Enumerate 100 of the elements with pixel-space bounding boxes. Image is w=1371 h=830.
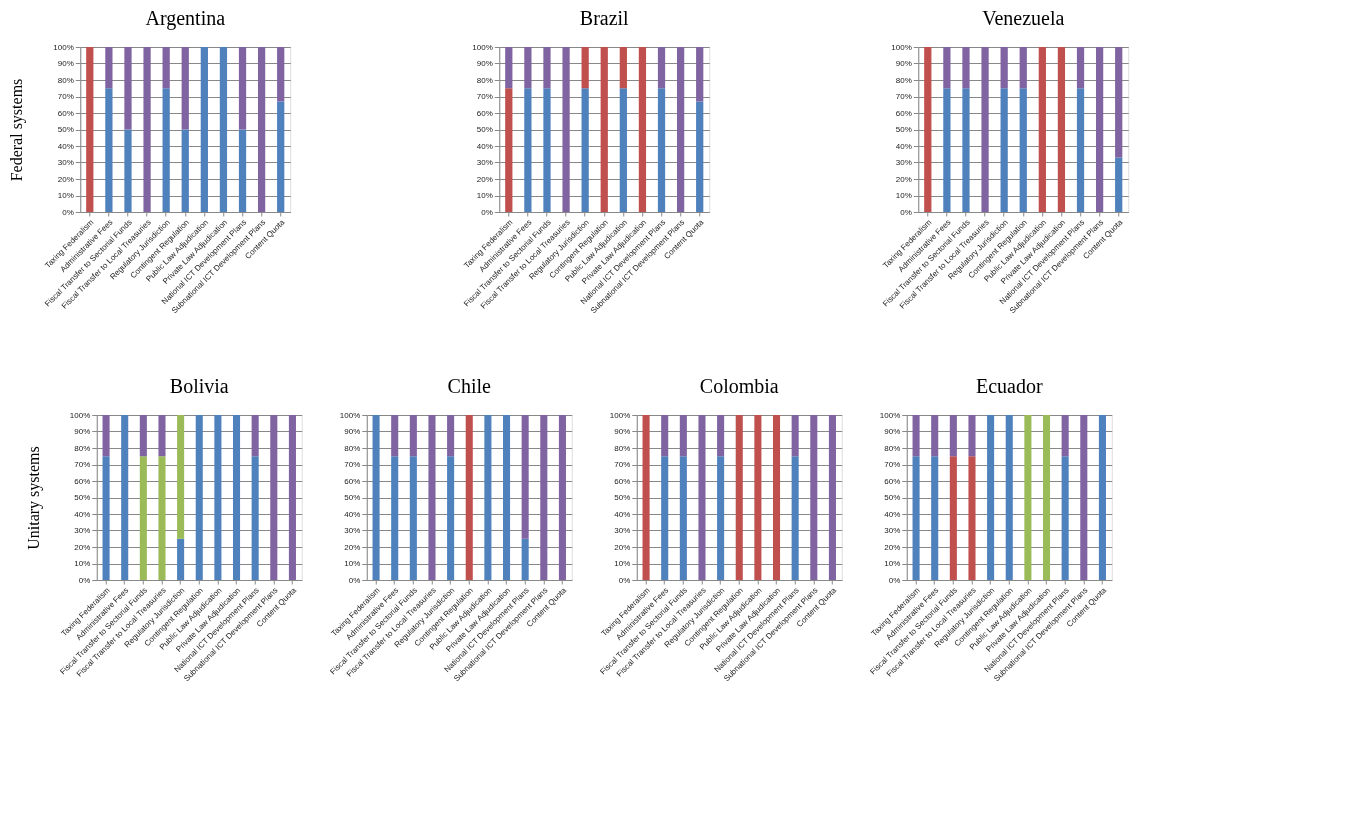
bar <box>540 415 548 580</box>
bar <box>105 88 113 212</box>
bar <box>1095 47 1104 212</box>
y-tick-label: 80% <box>57 75 74 85</box>
y-tick-label: 50% <box>57 125 74 134</box>
y-tick-label: 80% <box>74 443 91 453</box>
bar <box>121 415 129 580</box>
bar <box>581 88 589 212</box>
y-tick-label: 70% <box>884 460 901 469</box>
bar <box>562 47 570 212</box>
y-tick-label: 0% <box>618 575 631 585</box>
bar <box>428 415 436 580</box>
bar <box>1019 88 1027 212</box>
y-tick-label: 100% <box>472 42 493 52</box>
y-tick-label: 90% <box>884 427 901 436</box>
bar <box>962 88 970 212</box>
bar <box>521 415 529 539</box>
y-tick-label: 50% <box>344 493 361 502</box>
y-tick-label: 30% <box>57 158 74 167</box>
bar <box>502 415 511 580</box>
y-tick-label: 90% <box>895 59 912 68</box>
y-tick-label: 40% <box>884 509 901 519</box>
bar <box>524 47 532 89</box>
bar <box>619 88 627 212</box>
y-tick-label: 10% <box>895 191 912 200</box>
y-tick-label: 0% <box>348 575 361 585</box>
bar <box>1000 88 1008 212</box>
bar <box>143 47 151 212</box>
y-tick-label: 10% <box>344 559 361 568</box>
y-tick-label: 10% <box>884 559 901 568</box>
y-tick-label: 30% <box>614 526 631 535</box>
y-tick-label: 80% <box>344 443 361 453</box>
y-tick-label: 10% <box>74 559 91 568</box>
bar <box>1115 47 1123 158</box>
bar <box>238 129 247 212</box>
bar <box>1019 47 1027 89</box>
y-tick-label: 70% <box>74 460 91 469</box>
chart-title: Chile <box>447 375 492 397</box>
y-tick-label: 50% <box>476 125 493 134</box>
y-tick-label: 70% <box>476 92 493 101</box>
y-tick-label: 20% <box>74 542 91 552</box>
y-tick-label: 60% <box>895 108 912 118</box>
y-tick-label: 50% <box>614 493 631 502</box>
y-tick-label: 40% <box>476 141 493 151</box>
y-tick-label: 40% <box>74 509 91 519</box>
bar <box>1038 47 1046 212</box>
y-tick-label: 90% <box>476 59 493 68</box>
bar <box>86 47 94 212</box>
bar <box>676 47 685 212</box>
bar <box>447 456 455 580</box>
bar <box>251 415 259 457</box>
bar <box>124 47 132 130</box>
y-tick-label: 100% <box>339 410 361 420</box>
y-tick-label: 10% <box>476 191 493 200</box>
y-tick-label: 30% <box>476 158 493 167</box>
bar <box>257 47 266 212</box>
y-tick-label: 50% <box>74 493 91 502</box>
bar <box>270 415 278 580</box>
bar <box>943 88 951 212</box>
bar <box>521 538 529 580</box>
bar <box>696 47 704 102</box>
bar <box>372 415 380 580</box>
y-tick-label: 0% <box>888 575 901 585</box>
y-tick-label: 40% <box>895 141 912 151</box>
bar <box>124 129 132 212</box>
chart-title: Bolivia <box>169 375 229 397</box>
y-tick-label: 70% <box>895 92 912 101</box>
y-tick-label: 60% <box>57 108 74 118</box>
bar <box>543 47 551 89</box>
bar <box>619 47 627 89</box>
y-tick-label: 30% <box>344 526 361 535</box>
y-tick-label: 70% <box>344 460 361 469</box>
y-tick-label: 20% <box>895 174 912 184</box>
y-tick-label: 100% <box>53 42 74 52</box>
bar <box>288 415 296 580</box>
bar <box>102 415 110 457</box>
bar <box>214 415 222 580</box>
bar <box>484 415 492 580</box>
y-tick-label: 90% <box>614 427 631 436</box>
bar <box>924 47 932 212</box>
y-tick-label: 80% <box>614 443 631 453</box>
bar <box>181 47 189 130</box>
bar <box>447 415 455 457</box>
bar <box>251 456 259 580</box>
bar <box>105 47 113 89</box>
y-tick-label: 70% <box>57 92 74 101</box>
bar <box>505 47 513 89</box>
bar <box>162 47 170 89</box>
bar <box>638 47 647 212</box>
y-tick-label: 100% <box>891 42 912 52</box>
y-tick-label: 50% <box>884 493 901 502</box>
y-tick-label: 80% <box>895 75 912 85</box>
y-tick-label: 20% <box>614 542 631 552</box>
bar <box>1057 47 1066 212</box>
bar <box>465 415 473 580</box>
y-tick-label: 80% <box>884 443 901 453</box>
bar <box>139 456 147 580</box>
bar <box>1115 157 1123 212</box>
bar <box>409 456 417 580</box>
bar <box>200 47 208 212</box>
